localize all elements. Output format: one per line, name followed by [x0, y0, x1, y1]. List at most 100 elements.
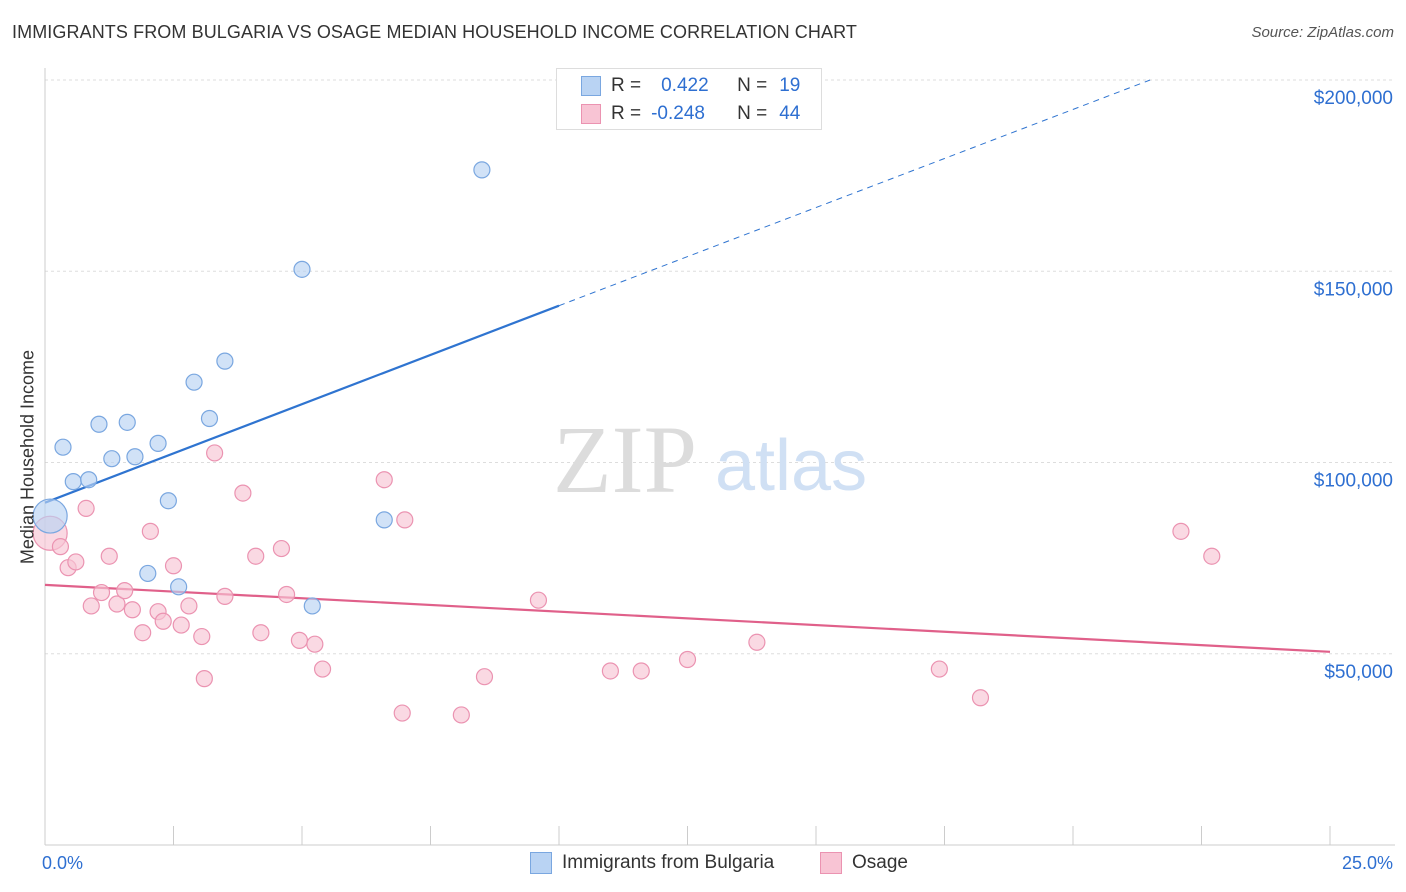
osage-point [632, 662, 650, 680]
legend-row-bulgaria: R = 0.422 N = 19 [557, 72, 800, 100]
trend-lines [44, 79, 1331, 653]
osage-point [1203, 547, 1221, 565]
osage-point [216, 587, 234, 605]
osage-point [313, 660, 332, 678]
osage-point [51, 538, 70, 556]
legend-item-osage: Osage [820, 852, 908, 874]
osage-point [247, 547, 265, 565]
osage-point [108, 595, 126, 613]
osage-point [195, 670, 213, 688]
y-axis-label: Median Household Income [17, 349, 38, 565]
bulgaria-point [103, 450, 121, 468]
legend-label-bulgaria: Immigrants from Bulgaria [562, 852, 775, 873]
bulgaria-trend-line [44, 304, 560, 504]
osage-point [193, 627, 211, 646]
osage-point [971, 689, 990, 707]
osage-point [134, 624, 152, 642]
legend-r-label: R = [611, 103, 642, 124]
legend-r-value: -0.248 [651, 103, 705, 124]
osage-point [475, 668, 494, 686]
osage-point [116, 582, 134, 600]
y-tick-label: $100,000 [1314, 471, 1393, 492]
bulgaria-point [54, 438, 72, 456]
osage-point [164, 557, 183, 575]
bulgaria-point [200, 409, 219, 428]
axes [44, 68, 1395, 846]
osage-point [141, 522, 159, 540]
osage-point [82, 597, 100, 615]
osage-point [529, 591, 548, 609]
osage-point [180, 597, 198, 615]
legend-n-value: 44 [779, 103, 801, 124]
legend-item-bulgaria: Immigrants from Bulgaria [530, 852, 774, 874]
bulgaria-point [149, 434, 167, 452]
osage-point [678, 650, 697, 669]
bulgaria-point [90, 415, 108, 433]
legend-r-label: R = [611, 75, 642, 96]
bulgaria-points [32, 161, 491, 615]
legend-swatch-pink [820, 852, 842, 874]
bulgaria-point [170, 578, 188, 596]
bulgaria-point [126, 448, 144, 466]
watermark-atlas: atlas [715, 426, 867, 506]
bulgaria-point [293, 260, 311, 278]
y-tick-label: $150,000 [1314, 279, 1393, 300]
osage-point [154, 612, 172, 630]
bulgaria-point [159, 492, 177, 510]
chart-title: IMMIGRANTS FROM BULGARIA VS OSAGE MEDIAN… [12, 22, 857, 42]
legend-n-label: N = [737, 75, 768, 96]
osage-point [92, 583, 111, 602]
osage-point [393, 704, 411, 722]
bulgaria-point [216, 352, 234, 370]
osage-point [272, 539, 291, 558]
bulgaria-point [64, 473, 82, 491]
legend-row-osage: R = -0.248 N = 44 [557, 100, 800, 128]
series-legend: Immigrants from Bulgaria Osage [0, 852, 1406, 878]
bulgaria-point [118, 413, 136, 431]
legend-swatch-pink [581, 104, 601, 124]
osage-point [123, 601, 141, 619]
legend-n-value: 19 [779, 75, 801, 96]
bulgaria-point [303, 597, 321, 615]
osage-point [252, 624, 270, 642]
source-label: Source: ZipAtlas.com [1251, 24, 1394, 41]
watermark-zip: ZIP [553, 406, 697, 513]
osage-point [306, 635, 324, 653]
osage-point [748, 633, 766, 651]
y-tick-label: $200,000 [1314, 88, 1393, 109]
osage-point [234, 484, 252, 502]
osage-point [452, 706, 470, 724]
osage-point [930, 660, 948, 678]
legend-swatch-blue [581, 76, 601, 96]
osage-point [172, 616, 190, 634]
osage-trend-line [44, 583, 1331, 653]
osage-point [277, 585, 296, 604]
legend-label-osage: Osage [852, 852, 908, 873]
stats-legend: R = 0.422 N = 19 R = -0.248 N = 44 [556, 68, 822, 130]
legend-swatch-blue [530, 852, 552, 874]
bulgaria-point [473, 161, 491, 179]
osage-point [100, 547, 118, 565]
watermark: ZIP atlas [553, 406, 867, 513]
bulgaria-point [32, 498, 68, 534]
osage-point [290, 631, 309, 649]
osage-point [67, 553, 85, 571]
osage-point [396, 511, 414, 529]
osage-point [206, 444, 224, 462]
osage-point [601, 662, 620, 680]
osage-point [1172, 522, 1190, 540]
legend-n-label: N = [737, 103, 768, 124]
osage-point [375, 471, 393, 489]
tick-labels: $50,000 $100,000 $150,000 $200,000 0.0% 25.0% [42, 88, 1393, 873]
x-tick-label: 25.0% [1342, 853, 1393, 873]
bulgaria-point [185, 373, 203, 391]
y-tick-label: $50,000 [1324, 662, 1393, 683]
bulgaria-point [80, 471, 98, 489]
osage-point [77, 499, 95, 517]
bulgaria-point [375, 511, 393, 529]
legend-r-value: 0.422 [661, 75, 709, 96]
x-tick-label: 0.0% [42, 853, 83, 873]
bulgaria-point [139, 564, 157, 583]
grid-lines [45, 79, 1395, 655]
